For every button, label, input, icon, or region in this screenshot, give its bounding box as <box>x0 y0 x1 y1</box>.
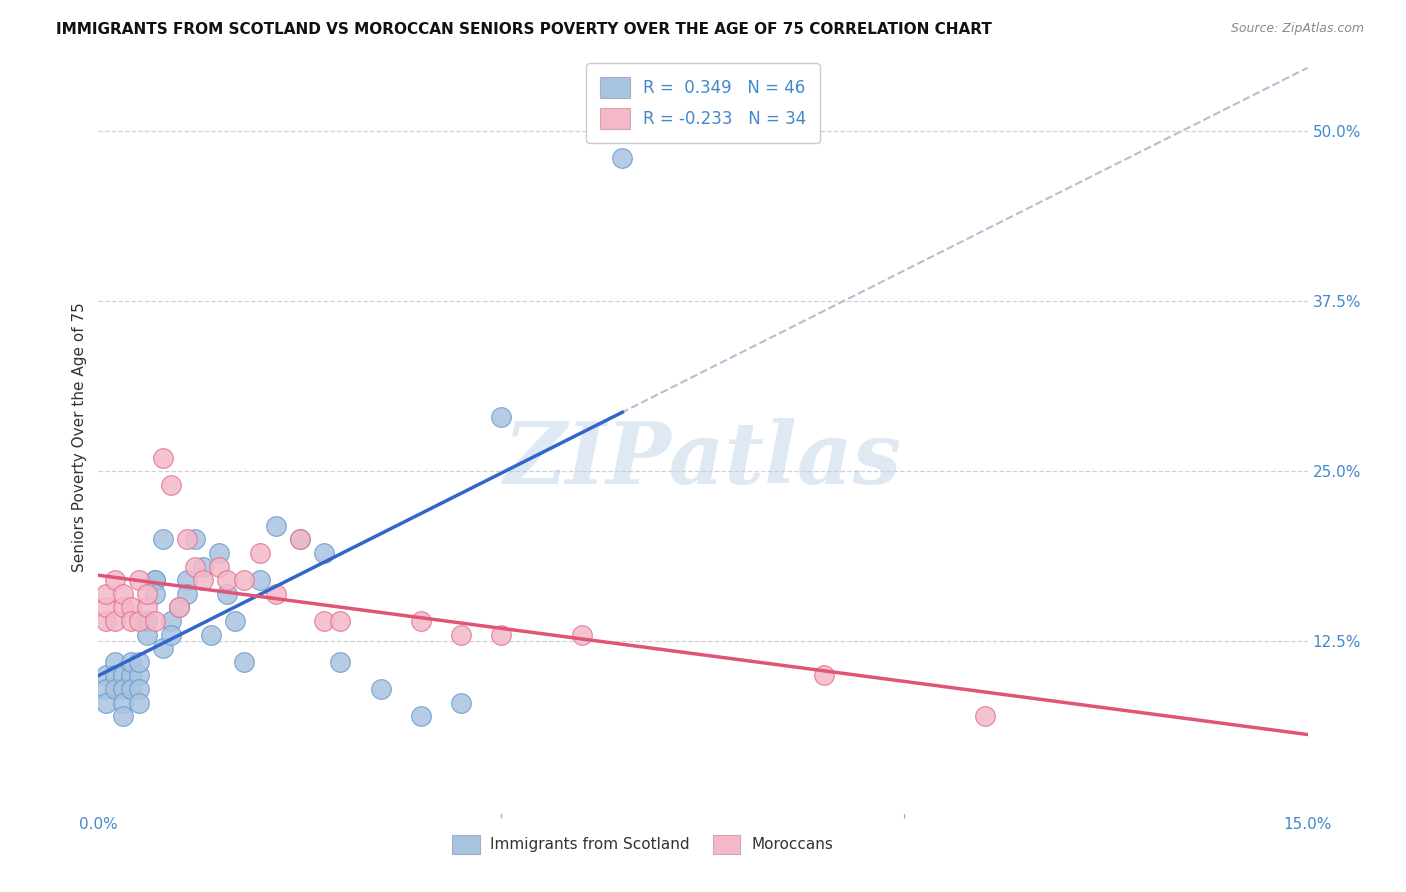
Point <box>232 573 254 587</box>
Point <box>612 151 634 165</box>
Y-axis label: Seniors Poverty Over the Age of 75: Seniors Poverty Over the Age of 75 <box>72 302 87 572</box>
Point <box>135 627 157 641</box>
Point <box>128 696 150 710</box>
Point <box>208 546 231 560</box>
Point <box>176 573 198 587</box>
Point <box>96 587 118 601</box>
Point <box>571 627 593 641</box>
Point <box>143 573 166 587</box>
Point <box>224 614 246 628</box>
Point <box>314 546 336 560</box>
Point <box>143 587 166 601</box>
Point <box>450 627 472 641</box>
Point <box>193 573 215 587</box>
Point <box>96 600 118 615</box>
Point <box>160 627 183 641</box>
Point <box>103 614 125 628</box>
Point <box>314 614 336 628</box>
Point <box>167 600 190 615</box>
Point <box>329 614 352 628</box>
Point <box>103 655 125 669</box>
Point <box>120 682 142 697</box>
Point <box>103 668 125 682</box>
Point <box>111 668 134 682</box>
Point <box>813 668 835 682</box>
Point <box>217 587 239 601</box>
Point <box>103 682 125 697</box>
Point <box>120 600 142 615</box>
Point <box>111 682 134 697</box>
Point <box>135 587 157 601</box>
Point <box>491 627 513 641</box>
Point <box>111 587 134 601</box>
Point <box>264 587 287 601</box>
Point <box>152 450 174 465</box>
Legend: Immigrants from Scotland, Moroccans: Immigrants from Scotland, Moroccans <box>446 829 839 860</box>
Point <box>135 614 157 628</box>
Point <box>208 559 231 574</box>
Text: IMMIGRANTS FROM SCOTLAND VS MOROCCAN SENIORS POVERTY OVER THE AGE OF 75 CORRELAT: IMMIGRANTS FROM SCOTLAND VS MOROCCAN SEN… <box>56 22 993 37</box>
Point <box>193 559 215 574</box>
Point <box>128 668 150 682</box>
Point <box>450 696 472 710</box>
Point <box>152 641 174 656</box>
Point <box>288 533 311 547</box>
Point <box>184 533 207 547</box>
Point <box>974 709 997 723</box>
Point <box>96 668 118 682</box>
Point <box>96 696 118 710</box>
Point <box>111 696 134 710</box>
Text: Source: ZipAtlas.com: Source: ZipAtlas.com <box>1230 22 1364 36</box>
Point <box>288 533 311 547</box>
Point <box>200 627 222 641</box>
Point <box>167 600 190 615</box>
Point <box>120 614 142 628</box>
Point <box>96 682 118 697</box>
Point <box>135 600 157 615</box>
Point <box>143 573 166 587</box>
Point <box>249 573 271 587</box>
Point <box>160 614 183 628</box>
Point <box>264 518 287 533</box>
Point <box>249 546 271 560</box>
Point <box>128 614 150 628</box>
Point <box>128 682 150 697</box>
Point <box>176 533 198 547</box>
Point <box>111 709 134 723</box>
Point <box>409 614 432 628</box>
Point <box>409 709 432 723</box>
Point <box>217 573 239 587</box>
Point <box>184 559 207 574</box>
Point <box>128 655 150 669</box>
Point <box>120 668 142 682</box>
Point <box>370 682 392 697</box>
Point <box>329 655 352 669</box>
Text: ZIPatlas: ZIPatlas <box>503 417 903 501</box>
Point <box>176 587 198 601</box>
Point <box>96 614 118 628</box>
Point <box>160 477 183 491</box>
Point <box>103 573 125 587</box>
Point <box>143 614 166 628</box>
Point <box>128 573 150 587</box>
Point <box>232 655 254 669</box>
Point <box>152 533 174 547</box>
Point <box>491 409 513 424</box>
Point <box>120 655 142 669</box>
Point <box>111 600 134 615</box>
